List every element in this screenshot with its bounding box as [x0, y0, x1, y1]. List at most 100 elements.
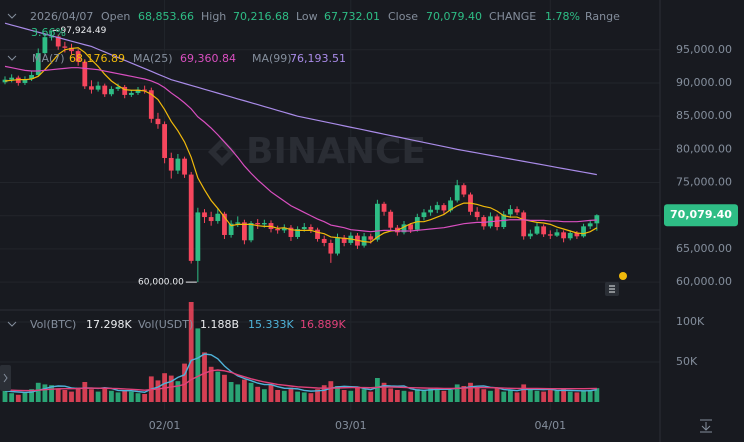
volume-bar: [115, 392, 121, 402]
volume-bar: [22, 392, 28, 402]
close-label: Close: [388, 10, 418, 23]
legend-name[interactable]: MA(99): [252, 52, 292, 65]
volume-bar: [268, 384, 274, 402]
volume-bar: [594, 388, 600, 402]
y-tick-label: 75,000.00: [676, 176, 732, 189]
legend-name[interactable]: MA(7): [32, 52, 65, 65]
candle-body: [308, 227, 314, 230]
volume-bar: [328, 381, 334, 402]
volume-bar: [89, 389, 94, 402]
volume-bar: [295, 391, 300, 402]
legend-name[interactable]: MA(25): [133, 52, 173, 65]
volume-bar: [508, 390, 513, 402]
volume-bar: [42, 384, 48, 402]
candle-body: [494, 216, 500, 228]
candle-body: [69, 47, 74, 52]
candle-body: [255, 223, 261, 225]
volume-bar: [481, 389, 487, 402]
candle-body: [594, 215, 600, 224]
ma-line: [4, 47, 598, 243]
y-tick-label: 65,000.00: [676, 242, 732, 255]
candle-body: [235, 222, 241, 224]
event-dot[interactable]: [619, 272, 627, 280]
candle-body: [109, 88, 114, 95]
candle-body: [375, 203, 380, 240]
volume-bar: [9, 393, 15, 402]
collapse-icon[interactable]: [7, 321, 17, 327]
volume-bar: [381, 382, 387, 402]
volume-bar: [301, 392, 307, 402]
volume-bar: [428, 387, 433, 402]
candle-body: [148, 90, 154, 119]
candle-body: [248, 223, 254, 241]
candle-body: [301, 227, 307, 230]
volume-bar: [208, 366, 214, 402]
candle-body: [454, 185, 460, 201]
volume-bar: [321, 385, 327, 402]
candle-body: [168, 157, 174, 171]
volume-bar: [541, 391, 547, 402]
volume-bar: [361, 389, 367, 402]
candle-body: [408, 224, 414, 230]
candle-body: [541, 226, 547, 235]
volume-bar: [188, 302, 194, 402]
candle-body: [461, 185, 467, 195]
candle-body: [288, 227, 294, 237]
candle-body: [554, 232, 560, 236]
volume-bar: [308, 393, 314, 402]
candle-body: [527, 233, 533, 237]
candle-body: [275, 229, 281, 231]
candle-body: [242, 222, 247, 241]
last-price-label: 70,079.40: [670, 208, 732, 221]
volume-bar: [355, 386, 360, 402]
change-value: 1.78%: [545, 10, 580, 23]
candle-body: [188, 174, 194, 261]
side-tab-icon: [3, 373, 8, 383]
collapse-icon[interactable]: [7, 55, 17, 61]
marks: [2, 22, 600, 402]
volume-bar: [222, 374, 227, 402]
candle-body: [95, 85, 101, 90]
candle-body: [381, 203, 387, 212]
candle-body: [341, 237, 347, 243]
volume-bar: [2, 390, 8, 402]
open-value: 68,853.66: [138, 10, 194, 23]
candle-body: [142, 89, 148, 91]
volume-bar: [35, 382, 41, 402]
candle-body: [128, 92, 134, 95]
volume-bar: [587, 390, 593, 402]
candle-body: [162, 124, 167, 158]
candle-body: [202, 212, 207, 218]
volume-bar: [461, 386, 467, 402]
candle-body: [587, 223, 593, 227]
volume-bar: [168, 375, 174, 402]
candle-body: [428, 209, 433, 213]
candle-body: [281, 227, 287, 231]
candle-body: [401, 224, 407, 233]
high-label: High: [201, 10, 226, 23]
volume-bar: [414, 389, 420, 402]
low-label: Low: [296, 10, 318, 23]
volume-bar: [388, 388, 394, 402]
collapse-icon[interactable]: [7, 13, 17, 19]
volume-bar: [202, 352, 207, 402]
side-tab[interactable]: [0, 365, 11, 391]
candle-body: [534, 226, 540, 234]
volume-bar: [547, 390, 553, 402]
volume-bar: [554, 390, 560, 402]
volume-bar: [348, 390, 354, 402]
candle-body: [295, 229, 300, 237]
volume-bar: [228, 382, 234, 402]
watermark: BINANCE: [208, 131, 426, 172]
volume-bar: [128, 391, 134, 402]
volume-bar: [448, 390, 453, 402]
candle-body: [441, 205, 447, 211]
header: 2026/04/07 Open 68,853.66 High 70,216.68…: [7, 10, 620, 39]
candle-body: [567, 232, 573, 239]
low-label: 60,000.00: [138, 278, 184, 288]
x-tick-label: 04/01: [534, 419, 566, 432]
candle-body: [122, 86, 128, 95]
scale-icon[interactable]: [700, 419, 712, 433]
candle-body: [195, 212, 201, 261]
